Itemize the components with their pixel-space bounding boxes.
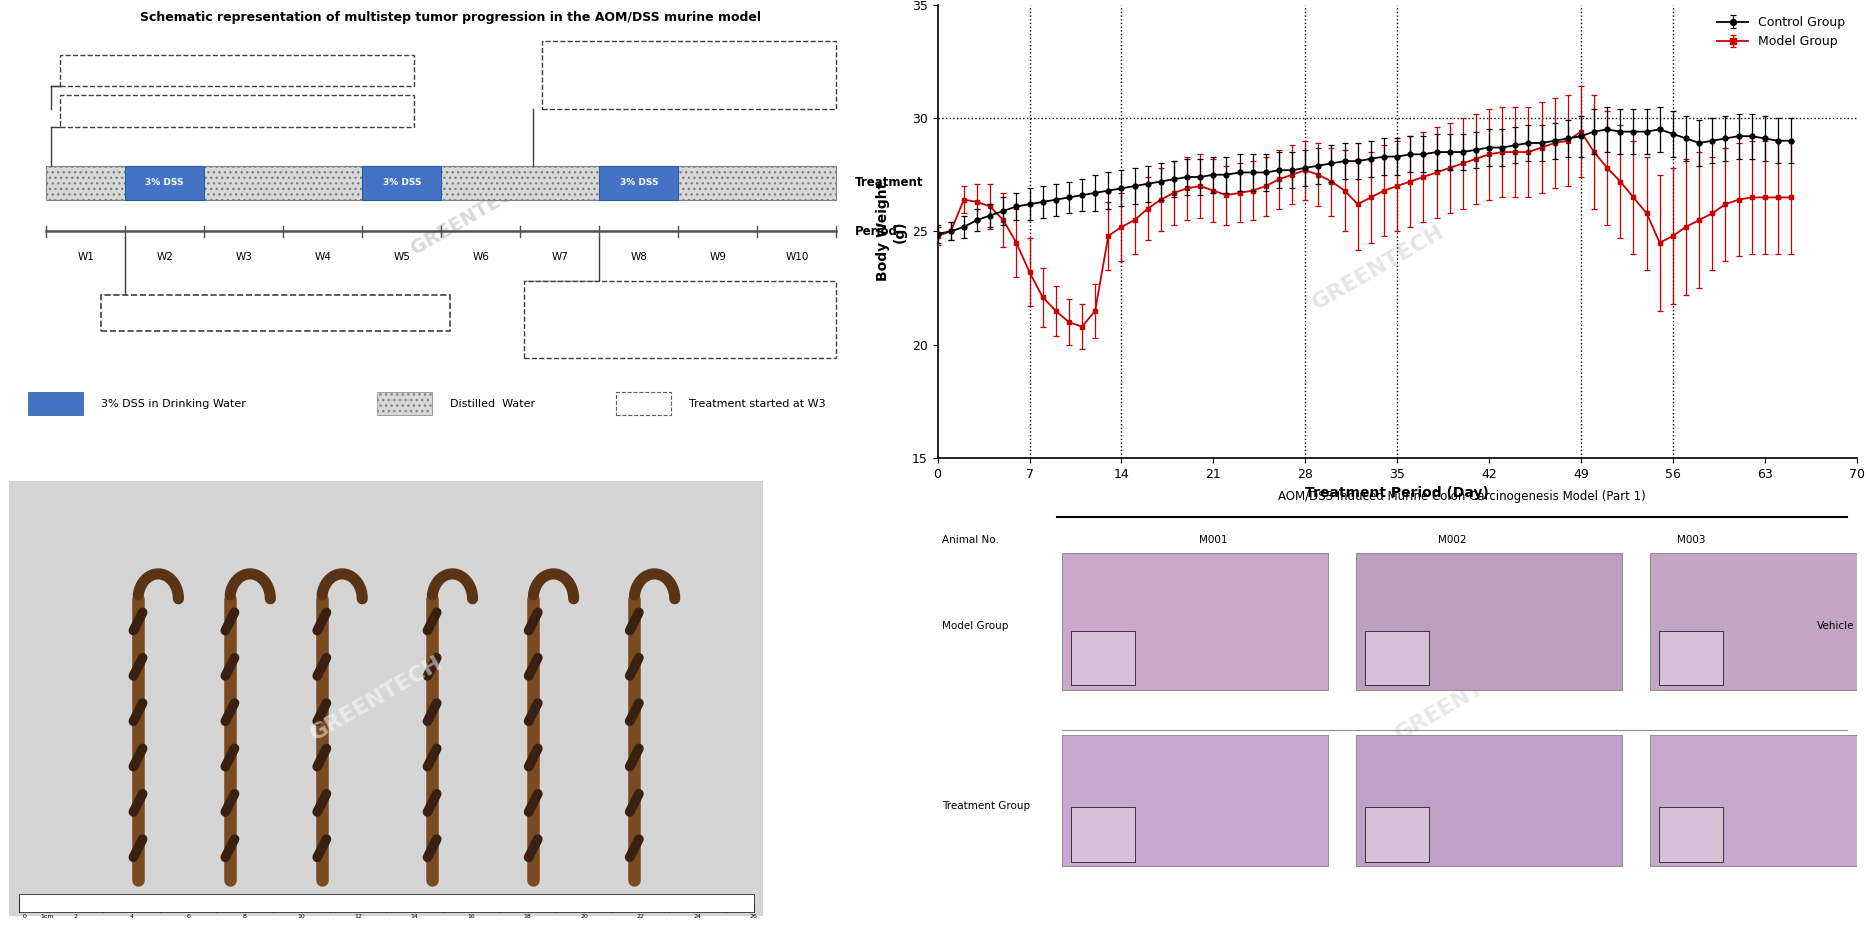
Text: W10: W10 xyxy=(786,252,808,262)
FancyBboxPatch shape xyxy=(125,166,203,200)
Text: Treatment Group-8 mice: Treatment Group-8 mice xyxy=(556,82,683,92)
FancyBboxPatch shape xyxy=(1071,631,1135,685)
Text: W9: W9 xyxy=(709,252,726,262)
Text: 6: 6 xyxy=(187,914,190,919)
FancyBboxPatch shape xyxy=(47,166,836,200)
Text: Model Group-8 mice: Model Group-8 mice xyxy=(556,55,661,65)
Text: Treatment started at W3: Treatment started at W3 xyxy=(689,399,827,409)
Text: 14: 14 xyxy=(411,914,418,919)
Text: GREENTECH: GREENTECH xyxy=(308,653,446,745)
FancyBboxPatch shape xyxy=(1659,631,1724,685)
Text: 18: 18 xyxy=(524,914,532,919)
Text: 3% DSS: 3% DSS xyxy=(146,179,185,187)
FancyBboxPatch shape xyxy=(1062,735,1329,867)
Text: GREENTECH: GREENTECH xyxy=(407,177,530,259)
Text: 20: 20 xyxy=(580,914,588,919)
Text: Schematic representation of multistep tumor progression in the AOM/DSS murine mo: Schematic representation of multistep tu… xyxy=(140,11,761,24)
Text: 1cm: 1cm xyxy=(39,914,54,919)
FancyBboxPatch shape xyxy=(101,295,450,331)
FancyBboxPatch shape xyxy=(60,96,414,127)
Text: M002: M002 xyxy=(1439,535,1467,545)
Text: M001: M001 xyxy=(1200,535,1228,545)
Text: i.p. injection of AOM (10 mg/kg): i.p. injection of AOM (10 mg/kg) xyxy=(78,65,244,75)
Text: 22: 22 xyxy=(636,914,644,919)
FancyBboxPatch shape xyxy=(1357,735,1622,867)
FancyBboxPatch shape xyxy=(599,166,679,200)
Text: 3% DSS in Drinking Water: 3% DSS in Drinking Water xyxy=(101,399,246,409)
Text: 3% DSS: 3% DSS xyxy=(620,179,659,187)
FancyBboxPatch shape xyxy=(1650,735,1866,867)
Text: 26: 26 xyxy=(750,914,758,919)
FancyBboxPatch shape xyxy=(362,166,440,200)
Text: Model Group: Model Group xyxy=(942,621,1008,631)
FancyBboxPatch shape xyxy=(1357,553,1622,689)
Text: GREENTECH: GREENTECH xyxy=(1392,653,1532,745)
FancyBboxPatch shape xyxy=(1364,631,1429,685)
Text: W1: W1 xyxy=(77,252,93,262)
Text: W2: W2 xyxy=(157,252,174,262)
Legend: Control Group, Model Group: Control Group, Model Group xyxy=(1711,11,1851,53)
Text: W4: W4 xyxy=(313,252,330,262)
Text: Period: Period xyxy=(855,225,898,238)
Text: 24: 24 xyxy=(694,914,702,919)
FancyBboxPatch shape xyxy=(1659,807,1724,862)
FancyBboxPatch shape xyxy=(28,392,82,415)
Text: W3: W3 xyxy=(235,252,252,262)
Text: Animal No.: Animal No. xyxy=(942,535,998,545)
Text: 2: 2 xyxy=(73,914,77,919)
FancyBboxPatch shape xyxy=(9,481,763,916)
Text: M003: M003 xyxy=(1678,535,1706,545)
Text: Vehicle: Vehicle xyxy=(1817,621,1855,631)
Y-axis label: Body Weight
(g): Body Weight (g) xyxy=(877,181,907,281)
Text: Distilled  Water: Distilled Water xyxy=(450,399,536,409)
Text: 3% DSS: 3% DSS xyxy=(383,179,422,187)
Text: AOM/DSS Induced Murine Colon Carcinogenesis Model (Part 1): AOM/DSS Induced Murine Colon Carcinogene… xyxy=(1278,490,1646,503)
Text: H&E Stain: H&E Stain xyxy=(543,297,595,307)
FancyBboxPatch shape xyxy=(60,55,414,86)
Text: W8: W8 xyxy=(631,252,648,262)
FancyBboxPatch shape xyxy=(377,392,433,415)
X-axis label: Treatment Period (Day): Treatment Period (Day) xyxy=(1304,486,1489,500)
FancyBboxPatch shape xyxy=(524,281,836,358)
Text: 10: 10 xyxy=(297,914,306,919)
Text: Treatment Group: Treatment Group xyxy=(942,801,1030,811)
Text: W5: W5 xyxy=(394,252,411,262)
FancyBboxPatch shape xyxy=(1062,553,1329,689)
Text: 0: 0 xyxy=(22,914,26,919)
FancyBboxPatch shape xyxy=(1071,807,1135,862)
FancyBboxPatch shape xyxy=(19,894,754,911)
FancyBboxPatch shape xyxy=(1650,553,1866,689)
Text: Treatment: Treatment xyxy=(855,176,924,189)
Text: Started 3% DSS in Drinking Water: Started 3% DSS in Drinking Water xyxy=(116,308,315,318)
Text: W7: W7 xyxy=(552,252,569,262)
Text: 4: 4 xyxy=(129,914,134,919)
Text: 8: 8 xyxy=(243,914,246,919)
FancyBboxPatch shape xyxy=(1364,807,1429,862)
Text: Start Tested SampleTreatment: Start Tested SampleTreatment xyxy=(78,106,235,116)
Text: 12: 12 xyxy=(355,914,362,919)
FancyBboxPatch shape xyxy=(543,41,836,109)
Text: Masson Stain: Masson Stain xyxy=(543,328,612,339)
FancyBboxPatch shape xyxy=(616,392,672,415)
Text: W6: W6 xyxy=(472,252,489,262)
Text: 16: 16 xyxy=(466,914,474,919)
Text: GREENTECH: GREENTECH xyxy=(1310,221,1448,313)
